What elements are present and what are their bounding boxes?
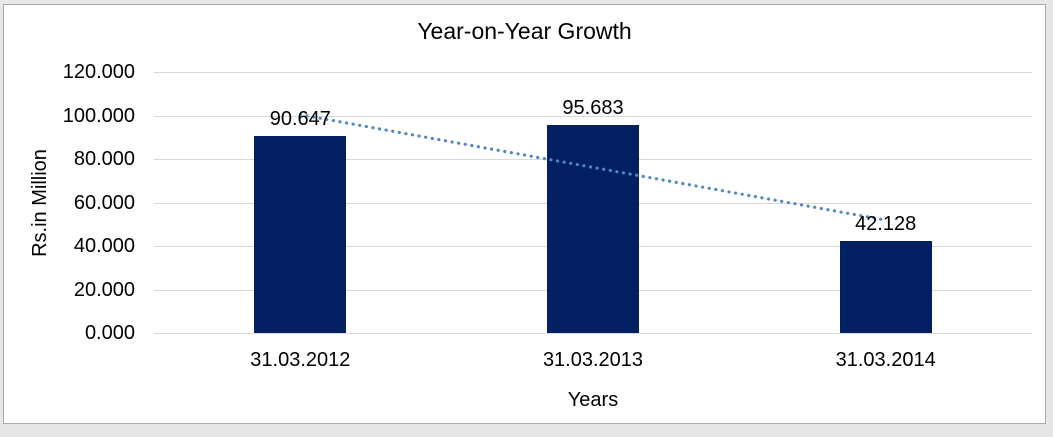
bar-31.03.2014 <box>839 241 932 333</box>
y-tick-label: 20.000 <box>73 278 135 301</box>
gridline <box>154 333 1032 334</box>
x-tick-label: 31.03.2012 <box>250 349 351 371</box>
x-axis-title: Years <box>567 389 619 411</box>
bar-value-label: 95.683 <box>562 96 624 119</box>
bar-31.03.2013 <box>547 124 639 333</box>
y-tick-label: 80.000 <box>73 148 135 170</box>
y-tick-label: 120.000 <box>62 61 135 83</box>
x-tick-label: 31.03.2013 <box>542 349 644 371</box>
bar-31.03.2012 <box>254 135 347 333</box>
y-axis-title: Rs.in Million <box>29 148 51 257</box>
gridline <box>154 72 1032 73</box>
y-tick-label: 40.000 <box>73 235 135 257</box>
bar-value-label: 42.128 <box>855 213 917 236</box>
bar-value-label: 90.647 <box>269 107 331 130</box>
y-tick-label: 100.000 <box>62 104 135 127</box>
y-tick-label: 0.000 <box>84 322 135 344</box>
x-tick-label: 31.03.2014 <box>835 349 936 371</box>
chart-title: Year-on-Year Growth <box>417 18 632 44</box>
y-tick-label: 60.000 <box>73 191 135 214</box>
chart-panel: Year-on-Year Growth 0.000 20.000 40.000 60.… <box>3 4 1046 424</box>
